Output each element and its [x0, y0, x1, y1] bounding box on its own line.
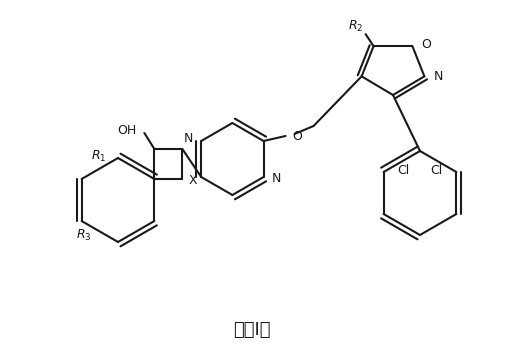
Text: N: N	[184, 133, 193, 146]
Text: X: X	[188, 174, 197, 187]
Text: $R_1$: $R_1$	[90, 148, 106, 164]
Text: Cl: Cl	[430, 163, 442, 177]
Text: 式（I）: 式（I）	[233, 321, 271, 339]
Text: O: O	[421, 38, 431, 51]
Text: $R_3$: $R_3$	[76, 228, 91, 243]
Text: OH: OH	[117, 125, 136, 138]
Text: Cl: Cl	[397, 163, 410, 177]
Text: O: O	[292, 129, 302, 142]
Text: N: N	[272, 172, 281, 186]
Text: N: N	[433, 70, 443, 83]
Text: $R_2$: $R_2$	[348, 18, 364, 34]
